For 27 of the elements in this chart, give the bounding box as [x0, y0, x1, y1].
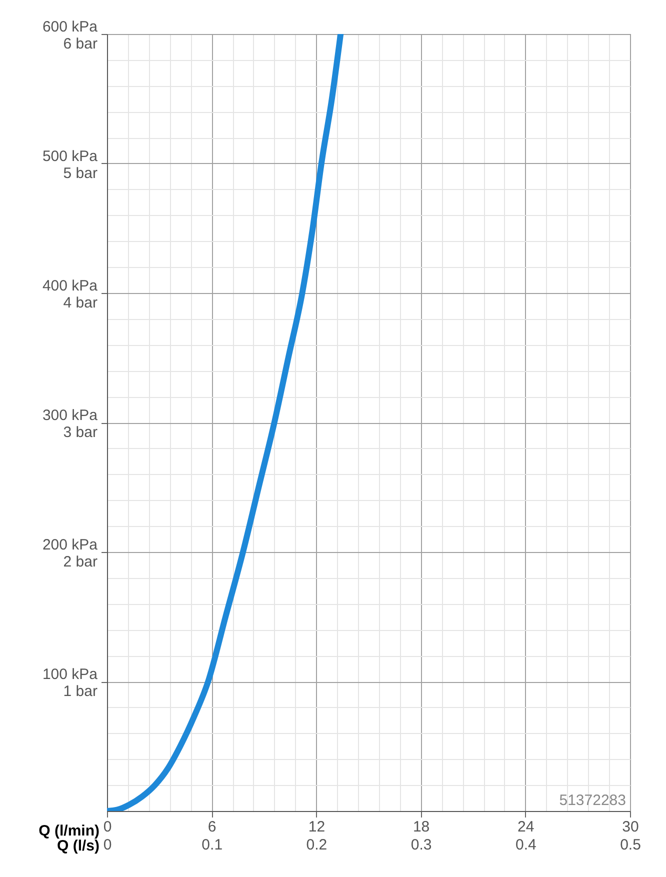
y2-tick-label: 2 bar [63, 554, 98, 570]
y-tick-label: 200 kPa [42, 536, 98, 554]
y-tick-label: 100 kPa [42, 666, 98, 683]
x2-tick-label: 0.3 [410, 836, 432, 854]
x-tick-label: 24 [518, 818, 534, 836]
x-axis-title: Q (l/min) [38, 822, 100, 840]
y2-tick-label: 5 bar [63, 165, 98, 182]
x-tick-label: 12 [308, 818, 326, 836]
y2-tick-label: 4 bar [63, 294, 98, 312]
x2-tick-label: 0.2 [306, 836, 328, 854]
y2-tick-label: 3 bar [63, 424, 98, 441]
annotation: 51372283 [559, 792, 626, 809]
y-tick-label: 500 kPa [42, 148, 98, 165]
x-tick-label: 6 [208, 818, 216, 836]
x2-axis-title: Q (l/s) [56, 838, 100, 854]
y-tick-label: 300 kPa [42, 407, 98, 424]
x-tick-label: 18 [412, 818, 430, 836]
y-tick-label: 400 kPa [42, 278, 98, 294]
x2-tick-label: 0.4 [515, 836, 536, 854]
y2-tick-label: 6 bar [63, 36, 98, 52]
x2-tick-label: 0.5 [620, 836, 641, 854]
x2-tick-label: 0 [103, 836, 112, 854]
x2-tick-label: 0.1 [202, 836, 223, 854]
y-tick-label: 600 kPa [42, 18, 98, 36]
y2-tick-label: 1 bar [63, 683, 98, 700]
x-tick-label: 30 [622, 818, 639, 836]
x-tick-label: 0 [103, 818, 112, 836]
